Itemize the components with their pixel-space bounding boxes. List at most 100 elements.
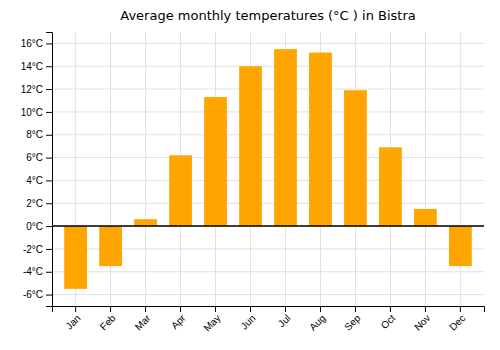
x-tick-label: May [201,312,222,333]
x-tick-label: Jun [238,312,257,331]
grid-line-y [52,157,484,158]
bar [204,97,227,226]
zero-line [52,225,484,227]
bar [344,90,367,226]
x-tick-mark [110,306,111,312]
grid-line-x [145,32,146,306]
y-tick-label: 8°C [26,129,43,140]
x-tick-label: Aug [307,312,327,332]
grid-line-y [52,271,484,272]
x-tick: Oct [379,306,398,331]
bar [99,226,122,266]
y-tick-label: 14°C [21,61,43,72]
grid-line-y [52,66,484,67]
chart: -6°C -4°C -2°C 0°C 2°C 4°C 6°C 8°C 10°C 12°C 14°C 1… [0,0,500,350]
y-tick-mark [46,43,52,44]
y-tick-label: -4°C [23,266,43,277]
x-tick-mark [250,306,251,312]
x-tick-label: Feb [98,312,118,332]
bar [379,147,402,226]
y-tick: 14°C [21,61,52,72]
y-tick: 8°C [26,129,52,140]
x-tick-mark [145,306,146,312]
x-tick-label: Mar [133,312,153,332]
plot: -6°C -4°C -2°C 0°C 2°C 4°C 6°C 8°C 10°C 12°C 14°C 1… [21,32,485,334]
y-tick-label: 10°C [21,107,43,118]
x-tick-label: Sep [342,312,363,333]
x-tick: Dec [447,306,467,333]
bar [449,226,472,266]
bar [309,53,332,227]
y-tick-mark [46,226,52,227]
bar [274,49,297,226]
y-axis-line [46,33,53,307]
x-tick: May [201,306,222,334]
title: Average monthly temperatures (°C ) in Bi… [120,8,415,23]
x-tick-mark [460,306,461,312]
x-tick-mark [320,306,321,312]
y-tick-mark [46,112,52,113]
y-tick-label: -2°C [23,244,43,255]
x-tick-label: Jan [64,312,83,331]
grid-line-y [52,180,484,181]
grid-line-y [52,226,484,227]
x-tick: Sep [342,306,363,333]
x-tick: Mar [133,306,153,332]
x-tick-mark [355,306,356,312]
y-tick: 6°C [26,152,52,163]
y-tick-mark [46,89,52,90]
grid-line-x [425,32,426,306]
x-tick: Feb [98,306,118,332]
grid-line-y [52,111,484,112]
x-tick-label: Dec [447,312,467,332]
x-tick-label: Oct [379,312,398,331]
y-tick: -6°C [23,289,52,300]
grid-line-y [52,89,484,90]
x-axis: Jan Feb Mar Apr May Jun Jul Aug Sep Oct Nov Dec [53,306,485,334]
y-tick-mark [46,249,52,250]
x-tick: Nov [412,306,432,333]
x-tick: Jan [64,306,83,332]
y-tick-mark [46,158,52,159]
bar [169,155,192,226]
bar [64,226,87,289]
x-tick-mark [425,306,426,312]
x-tick: Jun [238,306,257,332]
x-tick-label: Apr [169,312,188,331]
y-tick-label: 2°C [26,198,43,209]
grid-line-y [52,43,484,44]
y-tick: 4°C [26,175,52,186]
x-tick-mark [390,306,391,312]
y-tick-mark [46,180,52,181]
y-tick-label: 0°C [26,221,43,232]
y-tick-label: -6°C [23,289,43,300]
y-tick: 12°C [21,84,52,95]
y-tick-mark [46,272,52,273]
bar [134,219,157,226]
x-tick-mark [215,306,216,312]
y-tick: 0°C [26,221,52,232]
grid [52,32,484,306]
bars [64,49,472,289]
x-tick-label: Nov [412,312,432,332]
y-tick: -4°C [23,266,52,277]
x-axis-line [53,307,485,313]
grid-line-y [52,134,484,135]
y-tick-label: 6°C [26,152,43,163]
y-tick-mark [46,295,52,296]
x-tick-mark [180,306,181,312]
y-tick: 16°C [21,38,52,49]
y-axis: -6°C -4°C -2°C 0°C 2°C 4°C 6°C 8°C 10°C 12°C 14°C 1… [21,33,53,307]
x-tick-mark [75,306,76,312]
x-tick: Apr [169,306,188,331]
y-tick-label: 4°C [26,175,43,186]
grid-line-y [52,294,484,295]
bar [414,209,437,226]
x-tick-mark [285,306,286,312]
x-tick: Jul [276,306,293,329]
y-tick-mark [46,203,52,204]
x-tick: Aug [307,306,327,333]
y-tick-label: 16°C [21,38,43,49]
grid-line-y [52,203,484,204]
y-tick-mark [46,135,52,136]
